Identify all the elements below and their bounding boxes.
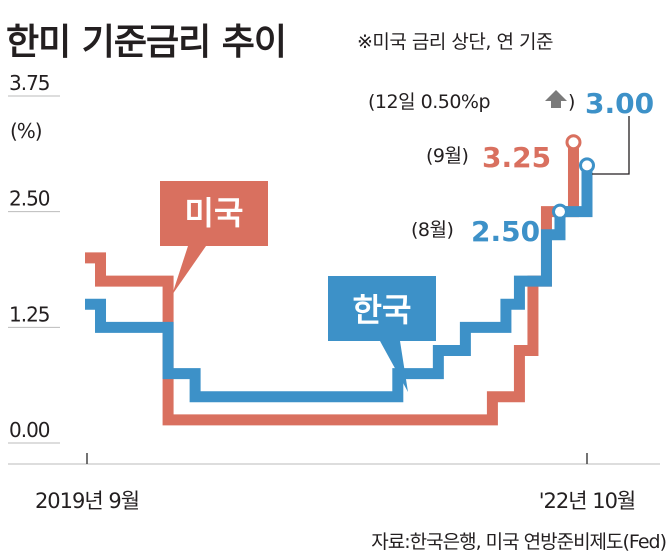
us-legend-box: 미국 [160,181,268,295]
us-latest-point [565,134,582,151]
y-axis: 3.75 2.50 1.25 0.00 [9,71,51,442]
korea-label-pointer [380,341,408,392]
annotation-leader-line [592,116,630,175]
y-tick-label: 0.00 [9,418,50,442]
annotation-korea-aug: (8월) 2.50 [411,215,540,248]
y-tick-label: 2.50 [9,187,50,211]
korea-legend-box: 한국 [328,276,436,392]
annotation-korea-aug-value: 2.50 [471,215,540,248]
source-note: 자료:한국은행, 미국 연방준비제도(Fed) [371,531,666,553]
korea-latest-point [579,157,595,174]
annotation-us-sep: (9월) 3.25 [426,141,551,174]
korea-label: 한국 [353,291,412,329]
us-label-background [160,181,268,246]
y-unit-label: (%) [10,119,42,143]
grid [8,95,660,465]
annotation-us-sep-month: (9월) [426,145,468,167]
y-tick-label: 1.25 [9,302,50,326]
markers [551,134,595,220]
y-tick-label: 3.75 [9,71,50,95]
us-label-pointer [172,246,206,295]
x-tick-start: 2019년 9월 [35,489,139,513]
x-tick-end: '22년 10월 [539,489,636,513]
korea-label-background [328,276,436,341]
korea-aug-point [551,203,568,220]
annotation-us-sep-value: 3.25 [482,141,551,174]
annotation-korea-oct: (12일 0.50%p ) 3.00 [368,87,654,120]
chart-title: 한미 기준금리 추이 [6,22,286,63]
annotation-korea-oct-note: (12일 0.50%p [368,91,490,113]
annotation-korea-aug-month: (8월) [411,219,453,241]
annotation-paren-close: ) [568,91,575,113]
chart-note: ※미국 금리 상단, 연 기준 [357,31,553,53]
annotation-korea-oct-value: 3.00 [585,87,654,120]
korea-rate-line [85,159,593,403]
us-label: 미국 [185,194,244,232]
up-arrow-icon [545,90,567,108]
